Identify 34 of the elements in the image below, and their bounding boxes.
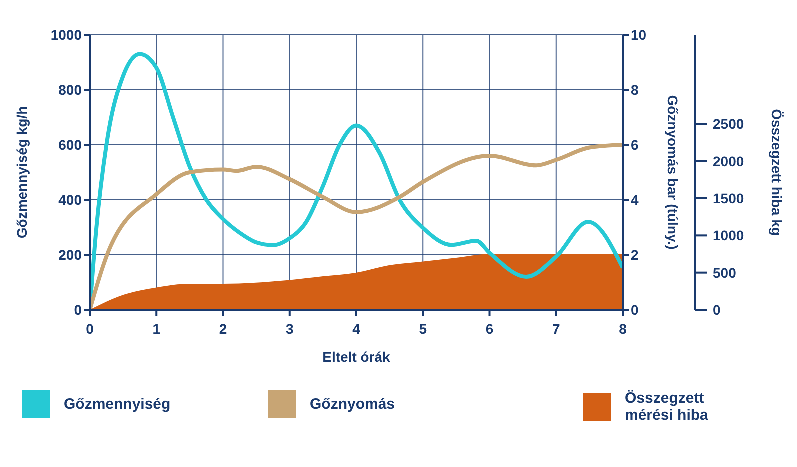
y2-tick-label: 8 bbox=[631, 82, 639, 98]
y-tick-label: 200 bbox=[58, 246, 82, 263]
y3-tick-label: 1500 bbox=[713, 190, 744, 206]
y2-axis-title: Gőznyomás bar (túlny.) bbox=[665, 95, 682, 250]
x-tick-label: 4 bbox=[352, 320, 361, 337]
y3-tick-label: 0 bbox=[713, 302, 721, 318]
y-tick-label: 400 bbox=[58, 192, 82, 208]
y2-tick-label: 0 bbox=[631, 302, 639, 318]
x-tick-label: 6 bbox=[486, 320, 494, 337]
y3-tick-label: 2000 bbox=[713, 153, 744, 170]
y2-tick-label: 2 bbox=[631, 246, 639, 263]
legend-label: Gőzmennyiség bbox=[64, 396, 171, 412]
x-tick-label: 7 bbox=[552, 320, 560, 337]
x-axis-title: Eltelt órák bbox=[322, 349, 391, 365]
x-tick-label: 8 bbox=[619, 320, 628, 337]
x-tick-label: 2 bbox=[219, 320, 228, 337]
y3-tick-label: 2500 bbox=[713, 116, 744, 132]
y3-axis-title: Összegzett hiba kg bbox=[769, 109, 786, 236]
y3-tick-label: 1000 bbox=[713, 228, 744, 244]
y2-tick-label: 4 bbox=[631, 192, 639, 208]
legend-label: Összegzett mérési hiba bbox=[625, 390, 710, 424]
x-tick-label: 1 bbox=[152, 320, 161, 337]
x-tick-label: 5 bbox=[419, 320, 428, 337]
y2-tick-label: 6 bbox=[631, 136, 639, 153]
legend-label: Gőznyomás bbox=[310, 396, 396, 412]
y-axis-title: Gőzmennyiség kg/h bbox=[14, 106, 30, 239]
y-tick-label: 1000 bbox=[50, 26, 82, 43]
y-tick-label: 0 bbox=[74, 302, 82, 318]
x-tick-label: 3 bbox=[286, 320, 294, 337]
y3-tick-label: 500 bbox=[713, 264, 737, 281]
x-tick-label: 0 bbox=[86, 320, 94, 337]
y2-tick-label: 10 bbox=[631, 26, 647, 43]
y-tick-label: 600 bbox=[58, 136, 82, 153]
y-tick-label: 800 bbox=[58, 82, 82, 98]
